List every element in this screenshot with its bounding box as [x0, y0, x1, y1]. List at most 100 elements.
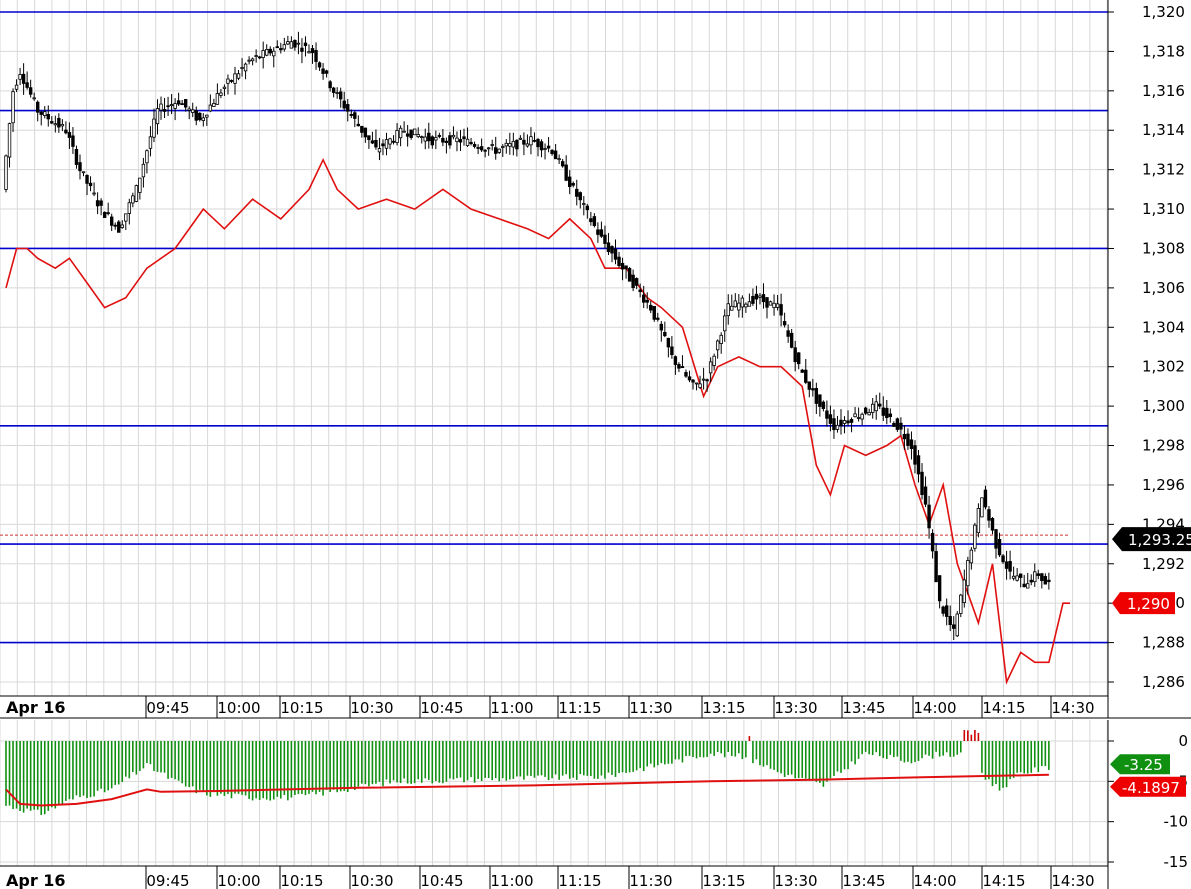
candle — [4, 154, 8, 193]
candle-body — [250, 58, 255, 62]
candle — [441, 128, 445, 147]
candle-body — [4, 155, 8, 190]
candle-body — [941, 606, 945, 614]
candle — [159, 96, 163, 120]
candle — [920, 463, 924, 500]
candle — [349, 109, 353, 119]
candle — [113, 222, 117, 230]
candle — [296, 31, 301, 55]
candle-body — [871, 403, 875, 413]
candle-body — [430, 136, 435, 146]
candle — [990, 517, 995, 535]
candle-body — [649, 304, 653, 311]
candle — [155, 99, 160, 135]
candle — [663, 321, 667, 338]
candle-body — [7, 123, 12, 158]
candle — [863, 406, 868, 416]
candle-body — [36, 101, 40, 113]
candle-body — [589, 218, 593, 223]
candle-body — [46, 114, 50, 120]
candle-body — [367, 135, 371, 141]
candle — [733, 293, 737, 308]
osc-date-label: Apr 16 — [6, 871, 66, 889]
candle — [839, 409, 843, 435]
price-x-tick-label: 13:45 — [842, 699, 885, 717]
candle — [899, 417, 903, 436]
price-panel: 1,320 1,318 1,316 1,314 1,312 1,310 1,308 1,306… — [0, 0, 1191, 718]
candle-body — [434, 137, 438, 141]
candle-body — [215, 93, 220, 105]
candle — [867, 408, 871, 416]
candle-body — [159, 103, 163, 111]
oscillator-y-axis: 0-5-10-15 — [1107, 720, 1188, 889]
price-y-axis: 1,320 1,318 1,316 1,314 1,312 1,310 1,308 1,306… — [1107, 0, 1185, 718]
candle — [173, 98, 177, 121]
candle-body — [511, 140, 516, 148]
candle — [11, 88, 15, 133]
candle-body — [349, 114, 353, 116]
candle — [402, 121, 406, 133]
candle-body — [1001, 555, 1005, 563]
candle-body — [874, 401, 878, 412]
candle-body — [279, 48, 283, 51]
candle — [913, 440, 917, 474]
candle — [331, 86, 336, 98]
candle-body — [673, 356, 678, 365]
price-x-tick-label: 10:15 — [280, 699, 323, 717]
price-badges: 1,293.25 1,290 — [1112, 527, 1191, 615]
osc-x-tick-label: 14:00 — [913, 872, 956, 889]
candle — [32, 92, 36, 101]
candle-body — [811, 388, 815, 391]
candle-body — [765, 297, 769, 308]
candle — [272, 47, 276, 68]
candle-body — [997, 539, 1002, 556]
candle-body — [1033, 571, 1037, 583]
candle — [874, 394, 878, 420]
candle-body — [141, 163, 146, 178]
candle — [205, 114, 209, 126]
candle — [740, 295, 745, 318]
candle-body — [744, 303, 748, 308]
price-tick-label: 1,296 — [1142, 476, 1185, 494]
candle — [307, 44, 311, 54]
candle-body — [370, 140, 375, 144]
candle — [124, 213, 128, 231]
candle — [715, 339, 720, 359]
candle — [176, 92, 181, 107]
candle-body — [402, 130, 406, 133]
candle — [46, 105, 50, 127]
candle-body — [328, 81, 332, 89]
candle-body — [479, 146, 484, 151]
candle — [120, 220, 124, 229]
candle-body — [825, 410, 829, 419]
candle-body — [293, 39, 297, 48]
candle-body — [948, 616, 952, 626]
last-price-badge-label: 1,293.25 — [1128, 531, 1191, 549]
candle-body — [11, 91, 15, 124]
candle — [828, 405, 833, 432]
candle-body — [976, 508, 981, 534]
price-tick-label: 1,288 — [1142, 634, 1185, 652]
candle-body — [782, 321, 787, 326]
candle-body — [43, 111, 47, 116]
candle — [955, 610, 959, 638]
price-x-tick-label: 11:15 — [558, 699, 601, 717]
candle-body — [546, 145, 551, 149]
candle-body — [832, 418, 836, 431]
candle-body — [754, 293, 759, 300]
last-price-badge: 1,293.25 — [1112, 527, 1191, 552]
candle-body — [437, 135, 442, 137]
candle — [180, 99, 184, 106]
candle — [451, 126, 456, 140]
candle — [980, 497, 984, 518]
candle-body — [606, 242, 611, 252]
candle — [952, 616, 956, 641]
candle-body — [902, 433, 907, 440]
candle-body — [286, 41, 290, 45]
candle — [162, 97, 167, 118]
candle-body — [109, 216, 114, 226]
candle — [412, 128, 417, 136]
candle — [377, 137, 382, 161]
candle — [222, 84, 227, 96]
candle-body — [603, 234, 607, 244]
